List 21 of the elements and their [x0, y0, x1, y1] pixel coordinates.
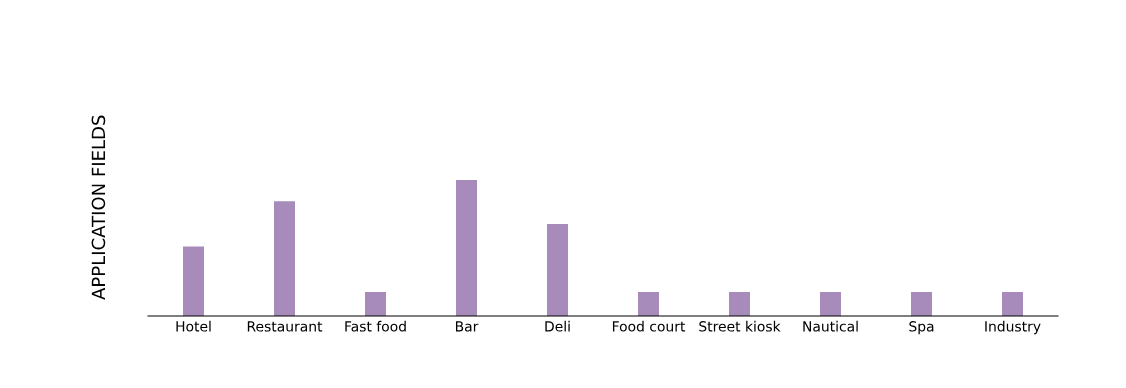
x-tick-label: Fast food: [345, 320, 406, 332]
bar: [729, 291, 750, 316]
bar: [911, 291, 932, 316]
bar: [456, 180, 477, 316]
x-tick-label: Deli: [545, 320, 570, 332]
x-tick-label: Spa: [909, 321, 934, 335]
bar: [1002, 291, 1023, 316]
x-tick-label: Food court: [612, 320, 686, 332]
x-tick-label: Hotel: [176, 320, 211, 332]
x-tick-label: Industry: [985, 320, 1041, 335]
bar: [274, 201, 295, 316]
bar: [365, 291, 386, 316]
text: APPLICATION FIELDS: [91, 115, 106, 300]
x-tick-label: Nautical: [803, 320, 858, 332]
bar: [547, 223, 568, 316]
bar: [820, 291, 841, 316]
x-tick-label: Restaurant: [247, 321, 323, 332]
bar: [638, 291, 659, 316]
bar: [183, 246, 204, 316]
x-tick-label: Street kiosk: [699, 320, 781, 332]
x-tick-label: Bar: [455, 321, 479, 332]
